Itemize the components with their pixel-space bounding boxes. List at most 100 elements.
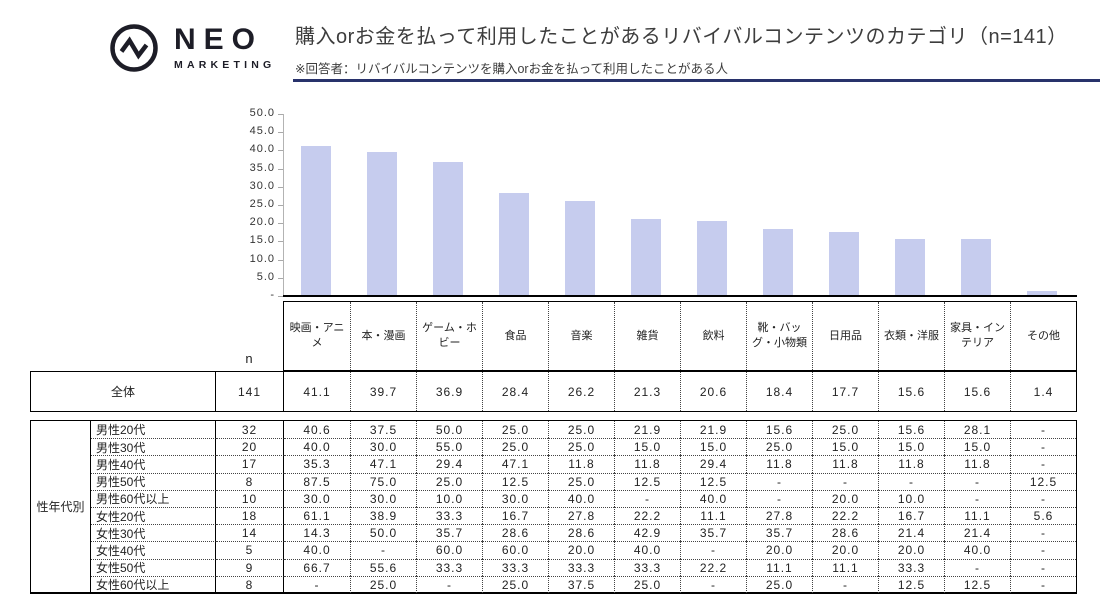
value-cell: 20.0 [878,541,944,559]
value-cell: 11.1 [680,506,746,525]
value-cell: 25.0 [482,438,548,456]
value-cell: 38.9 [350,506,416,525]
bar [565,200,595,296]
value-cell: 33.3 [614,558,680,576]
value-cell: - [944,472,1010,490]
value-cell: 22.2 [614,506,680,525]
value-cell: 33.3 [416,558,482,576]
value-cell: 11.1 [944,506,1010,525]
row-n-value: 32 [216,421,284,439]
value-cell: 30.0 [350,438,416,456]
y-axis-tick-label: 45.0 [249,125,275,138]
value-cell: 40.0 [680,489,746,507]
value-cell: 11.8 [812,455,878,473]
value-cell: 28.6 [482,524,548,542]
value-cell: 21.9 [614,421,680,439]
value-cell: 30.0 [284,489,350,507]
value-cell: 42.9 [614,524,680,542]
y-axis-tick [278,277,283,279]
value-cell: 47.1 [350,455,416,473]
value-cell: 25.0 [482,575,548,593]
value-cell: 30.0 [482,489,548,507]
value-cell: 25.0 [548,421,614,439]
value-cell: 35.7 [746,524,812,542]
neo-marketing-logo: NEO MARKETING [108,22,275,74]
value-cell: 16.7 [482,506,548,525]
category-header-cell: ゲーム・ホビー [416,302,482,370]
overall-value-cell: 28.4 [482,372,548,411]
value-cell: 47.1 [482,455,548,473]
value-cell: - [416,575,482,593]
overall-value-cell: 18.4 [746,372,812,411]
y-axis-tick [278,114,283,115]
value-cell: - [1010,524,1076,542]
value-cell: 40.0 [944,541,1010,559]
row-n-value: 9 [216,558,284,576]
value-cell: - [878,472,944,490]
group-label: 性年代別 [31,421,91,593]
value-cell: - [680,575,746,593]
row-label: 男性30代 [91,438,216,456]
value-cell: - [1010,489,1076,507]
value-cell: 20.0 [746,541,812,559]
value-cell: 11.1 [812,558,878,576]
value-cell: - [746,489,812,507]
y-axis-tick-label: 30.0 [249,179,275,192]
value-cell: 35.7 [680,524,746,542]
row-n-value: 14 [216,524,284,542]
category-header-cell: 本・漫画 [350,302,416,370]
value-cell: 25.0 [614,575,680,593]
y-axis-tick [278,205,283,206]
logo-subtitle: MARKETING [174,59,276,71]
y-axis-tick [278,223,283,225]
bar [301,146,331,296]
y-axis-tick-label: 20.0 [249,216,275,229]
value-cell: - [350,541,416,559]
y-axis-tick-label: - [270,289,275,301]
value-cell: - [1010,421,1076,439]
value-cell: - [944,489,1010,507]
value-cell: 40.0 [614,541,680,559]
overall-row: 全体 141 41.1 39.7 36.9 28.4 26.2 21.3 20.6 18.4 17.… [30,371,1077,412]
row-n-value: 18 [216,506,284,525]
bar [433,161,463,296]
value-cell: 14.3 [284,524,350,541]
value-cell: - [746,472,812,490]
overall-value-cell: 20.6 [680,372,746,411]
value-cell: 21.9 [680,421,746,439]
value-cell: 21.4 [878,524,944,542]
value-cell: 15.0 [680,438,746,456]
value-cell: 12.5 [878,575,944,593]
row-n-value: 8 [216,472,284,490]
row-n-value: 17 [216,455,284,473]
demographic-table: 性年代別 男性20代 32 40.6 37.5 50.0 25.0 25.0 21.9 21.9 1… [30,420,1077,594]
value-cell: 11.8 [614,455,680,473]
value-cell: 61.1 [284,506,350,524]
value-cell: - [680,541,746,559]
value-cell: 28.6 [548,524,614,542]
row-label: 女性30代 [91,524,216,542]
value-cell: 55.0 [416,438,482,456]
y-axis-tick [278,150,283,152]
category-header-cell: 音楽 [548,302,614,370]
y-axis-tick-label: 40.0 [249,143,275,156]
bar [1027,290,1057,296]
value-cell: 33.3 [482,558,548,576]
value-cell: 20.0 [812,541,878,559]
value-cell: - [1010,575,1076,593]
value-cell: 27.8 [746,506,812,525]
value-cell: 25.0 [548,472,614,490]
overall-value-cell: 15.6 [878,372,944,411]
overall-value-cell: 39.7 [350,372,416,411]
value-cell: 29.4 [416,455,482,473]
value-cell: 25.0 [548,438,614,456]
category-header-cell: その他 [1010,302,1076,370]
value-cell: 40.6 [303,422,331,437]
value-cell: 87.5 [284,472,350,490]
n-column-header: n [245,351,253,366]
value-cell: 11.8 [944,455,1010,473]
value-cell: 12.5 [614,472,680,490]
row-label: 女性50代 [91,558,216,576]
bar [895,239,925,296]
overall-value-cell: 41.1 [303,384,331,399]
